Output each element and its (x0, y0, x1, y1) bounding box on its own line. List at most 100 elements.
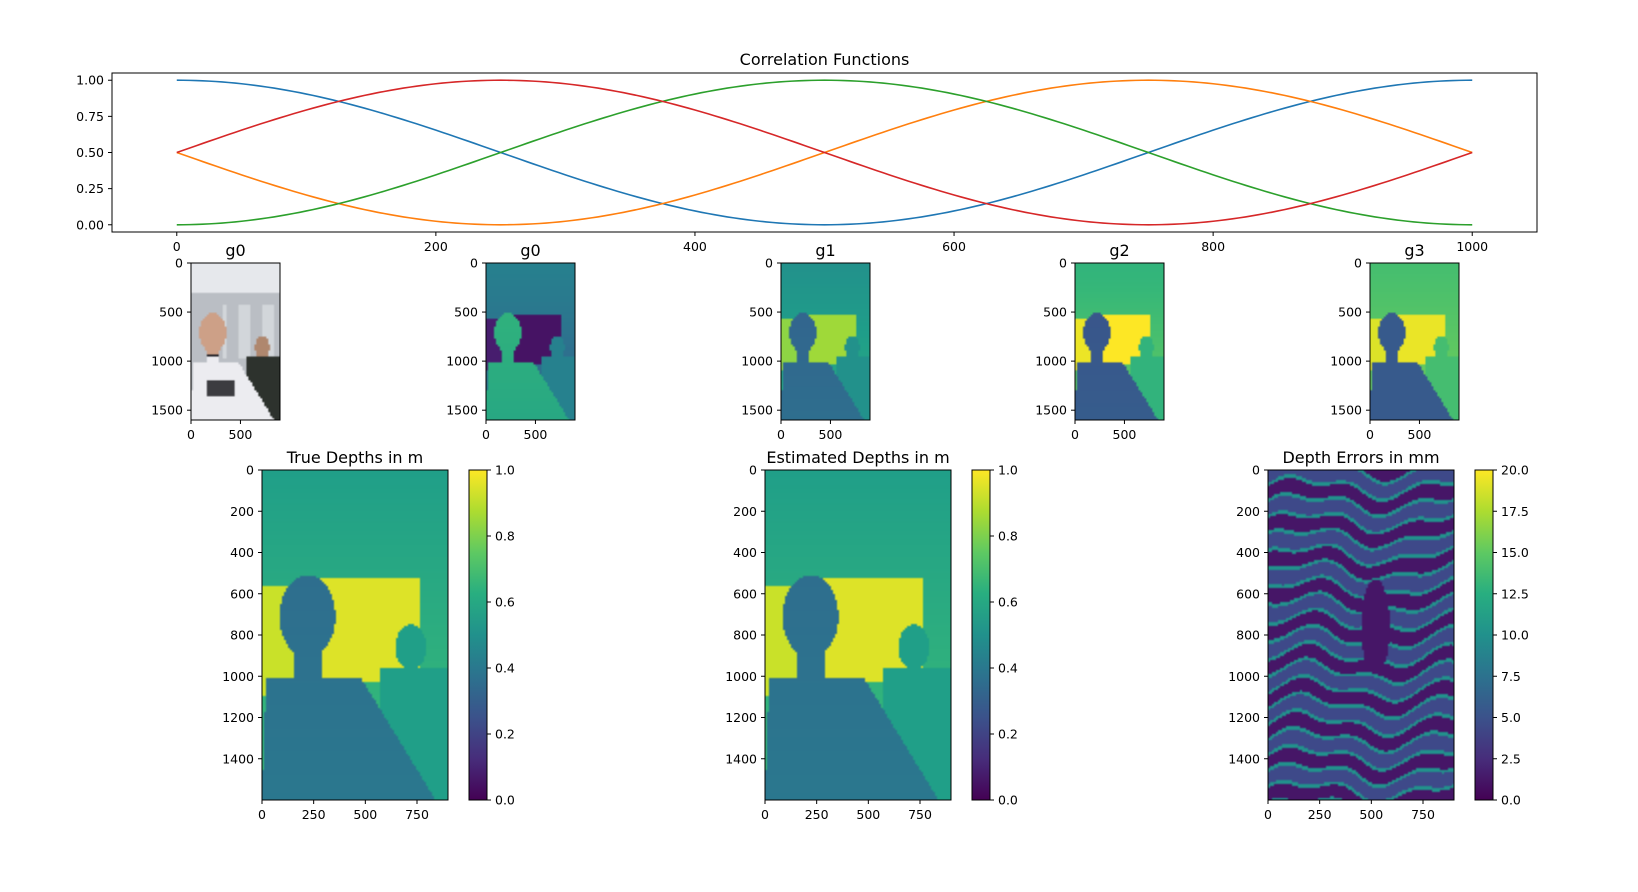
heatmap-x-tick-label: 500 (819, 427, 843, 442)
correlation-y-tick-label: 0.75 (76, 109, 104, 124)
heatmap-title: Estimated Depths in m (766, 448, 949, 467)
colorbar-tick-label: 2.5 (1501, 751, 1521, 766)
heatmap-image (191, 263, 280, 420)
colorbar-tick-label: 5.0 (1501, 710, 1521, 725)
colorbar-tick-label: 20.0 (1501, 463, 1529, 478)
heatmap-y-tick-label: 1200 (1228, 710, 1260, 725)
heatmap-y-tick-label: 1400 (1228, 751, 1260, 766)
heatmap-y-tick-label: 200 (230, 504, 254, 519)
colorbar (1474, 469, 1494, 801)
heatmap-x-tick-label: 500 (524, 427, 548, 442)
heatmap-y-tick-label: 1000 (446, 354, 478, 369)
heatmap-y-tick-label: 1500 (1330, 403, 1362, 418)
colorbar-tick-label: 0.0 (495, 793, 515, 808)
heatmap-x-tick-label: 0 (1071, 427, 1079, 442)
colorbar-tick-label: 1.0 (998, 463, 1018, 478)
colorbar (468, 469, 488, 801)
heatmap-y-tick-label: 1500 (446, 403, 478, 418)
heatmap-x-tick-label: 500 (229, 427, 253, 442)
heatmap-image (781, 263, 870, 420)
heatmap-x-tick-label: 500 (1408, 427, 1432, 442)
heatmap-title: g3 (1404, 241, 1424, 260)
heatmap-x-tick-label: 0 (482, 427, 490, 442)
heatmap-y-tick-label: 600 (230, 586, 254, 601)
heatmap-x-tick-label: 250 (805, 807, 829, 822)
heatmap-y-tick-label: 1200 (725, 710, 757, 725)
heatmap-x-tick-label: 750 (908, 807, 932, 822)
colorbar-tick-label: 0.8 (495, 529, 515, 544)
heatmap-y-tick-label: 800 (733, 628, 757, 643)
correlation-series-2 (176, 79, 1473, 226)
heatmap-frame (780, 262, 871, 421)
heatmap-y-tick-label: 200 (733, 504, 757, 519)
colorbar-tick-label: 12.5 (1501, 586, 1529, 601)
correlation-x-tick-label: 200 (424, 239, 448, 254)
heatmap-image (262, 470, 448, 800)
heatmap-x-tick-label: 0 (258, 807, 266, 822)
heatmap-y-tick-label: 1000 (1228, 669, 1260, 684)
colorbar-tick-label: 0.4 (495, 661, 515, 676)
heatmap-y-tick-label: 1400 (222, 751, 254, 766)
heatmap-y-tick-label: 1200 (222, 710, 254, 725)
colorbar-tick-label: 7.5 (1501, 669, 1521, 684)
heatmap-y-tick-label: 0 (175, 256, 183, 271)
heatmap-y-tick-label: 0 (749, 463, 757, 478)
heatmap-title: True Depths in m (286, 448, 423, 467)
colorbar-tick-label: 0.0 (1501, 793, 1521, 808)
heatmap-y-tick-label: 0 (765, 256, 773, 271)
heatmap-x-tick-label: 750 (1411, 807, 1435, 822)
colorbar-tick-label: 0.4 (998, 661, 1018, 676)
colorbar-tick-label: 0.6 (495, 595, 515, 610)
heatmap-y-tick-label: 1000 (151, 354, 183, 369)
colorbar-tick-label: 15.0 (1501, 545, 1529, 560)
heatmap-title: Depth Errors in mm (1282, 448, 1439, 467)
correlation-series-3 (176, 79, 1473, 226)
correlation-x-tick-label: 1000 (1456, 239, 1488, 254)
correlation-title: Correlation Functions (740, 50, 910, 69)
correlation-series-0 (176, 79, 1473, 226)
heatmap-y-tick-label: 1000 (725, 669, 757, 684)
correlation-y-tick-label: 0.00 (76, 217, 104, 232)
heatmap-x-tick-label: 500 (856, 807, 880, 822)
colorbar (971, 469, 991, 801)
colorbar-tick-label: 0.0 (998, 793, 1018, 808)
colorbar-tick-label: 10.0 (1501, 628, 1529, 643)
colorbar-tick-label: 17.5 (1501, 504, 1529, 519)
correlation-x-tick-label: 600 (942, 239, 966, 254)
heatmap-y-tick-label: 1000 (1035, 354, 1067, 369)
heatmap-x-tick-label: 0 (761, 807, 769, 822)
heatmap-y-tick-label: 400 (733, 545, 757, 560)
heatmap-y-tick-label: 0 (1059, 256, 1067, 271)
correlation-x-tick-label: 0 (173, 239, 181, 254)
colorbar-tick-label: 0.6 (998, 595, 1018, 610)
heatmap-y-tick-label: 1500 (1035, 403, 1067, 418)
heatmap-y-tick-label: 1500 (741, 403, 773, 418)
heatmap-image (1370, 263, 1459, 420)
heatmap-y-tick-label: 0 (470, 256, 478, 271)
colorbar-tick-label: 0.8 (998, 529, 1018, 544)
heatmap-y-tick-label: 500 (159, 305, 183, 320)
heatmap-y-tick-label: 1500 (151, 403, 183, 418)
heatmap-y-tick-label: 0 (246, 463, 254, 478)
heatmap-frame (190, 262, 281, 421)
heatmap-x-tick-label: 0 (1366, 427, 1374, 442)
heatmap-x-tick-label: 250 (1308, 807, 1332, 822)
heatmap-y-tick-label: 400 (230, 545, 254, 560)
heatmap-y-tick-label: 1400 (725, 751, 757, 766)
correlation-x-tick-label: 800 (1201, 239, 1225, 254)
heatmap-y-tick-label: 800 (1236, 628, 1260, 643)
colorbar-tick-label: 1.0 (495, 463, 515, 478)
heatmap-x-tick-label: 0 (1264, 807, 1272, 822)
heatmap-title: g0 (520, 241, 540, 260)
heatmap-y-tick-label: 0 (1354, 256, 1362, 271)
heatmap-y-tick-label: 500 (454, 305, 478, 320)
heatmap-x-tick-label: 500 (353, 807, 377, 822)
heatmap-y-tick-label: 500 (749, 305, 773, 320)
heatmap-y-tick-label: 500 (1338, 305, 1362, 320)
heatmap-title: g1 (815, 241, 835, 260)
heatmap-title: g0 (225, 241, 245, 260)
heatmap-x-tick-label: 0 (187, 427, 195, 442)
heatmap-x-tick-label: 250 (302, 807, 326, 822)
heatmap-frame (1369, 262, 1460, 421)
heatmap-y-tick-label: 400 (1236, 545, 1260, 560)
